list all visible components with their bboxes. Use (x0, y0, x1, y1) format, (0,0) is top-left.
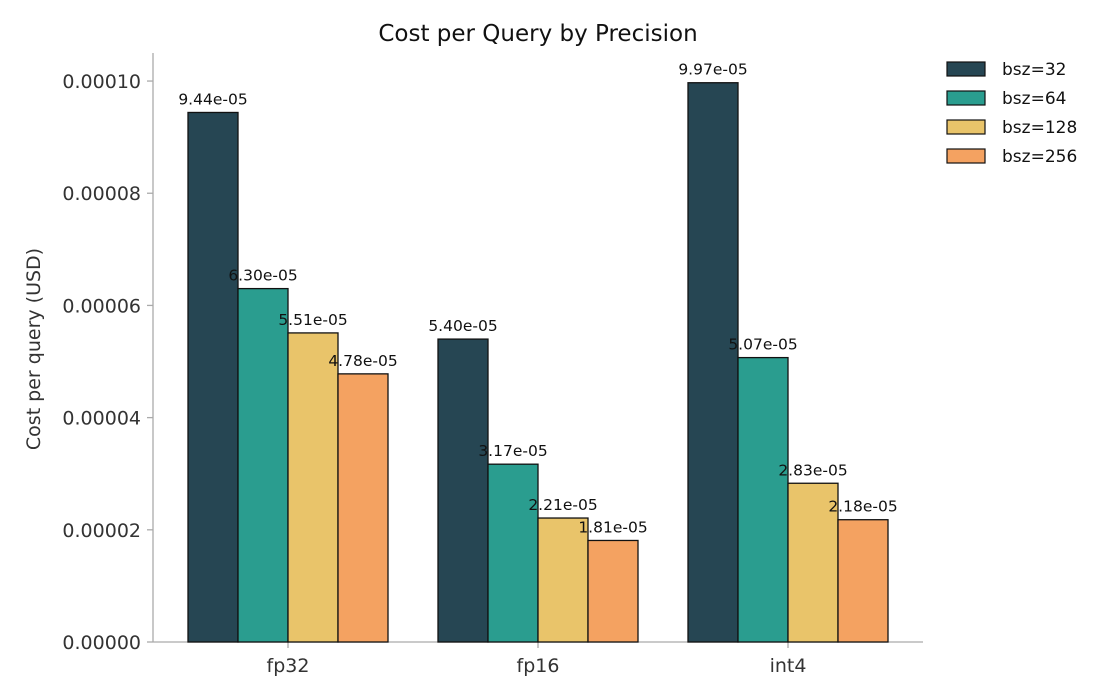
bar-value-label: 9.44e-05 (178, 90, 247, 108)
bar (287, 332, 339, 643)
y-tick-label: 0.00000 (62, 632, 141, 654)
legend-swatch (946, 148, 986, 164)
bar (537, 517, 589, 643)
bar (737, 356, 789, 643)
bar-value-label: 1.81e-05 (578, 518, 647, 536)
y-tick-label: 0.00008 (62, 183, 141, 205)
y-tick-label: 0.00010 (62, 71, 141, 93)
bar (787, 482, 839, 643)
bar-value-label: 5.07e-05 (728, 336, 797, 354)
y-axis-label: Cost per query (USD) (23, 248, 45, 450)
bar-value-label: 6.30e-05 (228, 267, 297, 285)
y-tick-label: 0.00002 (62, 520, 141, 542)
bar-value-label: 2.21e-05 (528, 496, 597, 514)
chart-title: Cost per Query by Precision (378, 21, 697, 47)
plot-area: 0.00000 0.00002 0.00004 0.00006 0.00008 0.000… (62, 53, 923, 677)
bar (487, 463, 539, 643)
legend: bsz=32 bsz=64 bsz=128 bsz=256 (946, 60, 1077, 167)
bar (587, 539, 639, 643)
bar (437, 338, 489, 643)
bar (237, 287, 289, 643)
y-tick-label: 0.00004 (62, 408, 141, 430)
bar-value-label: 2.18e-05 (828, 498, 897, 516)
x-tick-label: fp16 (517, 655, 560, 677)
bar-value-label: 2.83e-05 (778, 461, 847, 479)
legend-swatch (946, 119, 986, 135)
legend-swatch (946, 90, 986, 106)
legend-label: bsz=128 (1002, 118, 1077, 138)
y-tick-label: 0.00006 (62, 295, 141, 317)
legend-label: bsz=64 (1002, 89, 1066, 109)
bar (837, 519, 889, 643)
legend-label: bsz=32 (1002, 60, 1066, 80)
bar (187, 111, 239, 643)
bar-value-label: 5.40e-05 (428, 317, 497, 335)
bar-value-label: 5.51e-05 (278, 311, 347, 329)
bar-value-label: 9.97e-05 (678, 61, 747, 79)
legend-swatch (946, 61, 986, 77)
x-tick-label: fp32 (267, 655, 310, 677)
bar (337, 373, 389, 643)
bar (687, 82, 739, 643)
legend-label: bsz=256 (1002, 147, 1077, 167)
x-tick-label: int4 (770, 655, 807, 677)
bar-value-label: 4.78e-05 (328, 352, 397, 370)
bar-value-label: 3.17e-05 (478, 442, 547, 460)
